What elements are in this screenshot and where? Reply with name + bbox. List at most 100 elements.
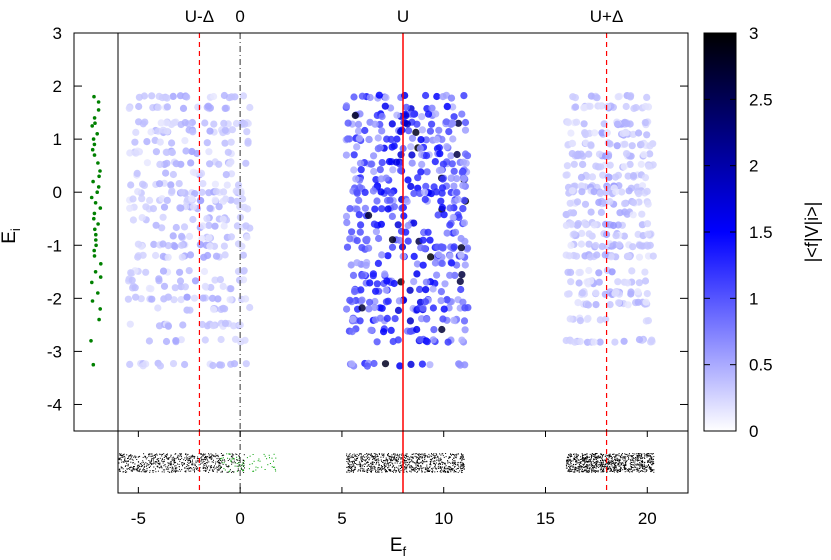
strip-point [120, 453, 122, 455]
strip-point [643, 463, 645, 465]
strip-point [237, 466, 239, 468]
data-point [212, 187, 220, 196]
strip-point [384, 460, 386, 462]
strip-point [371, 470, 372, 472]
strip-point [226, 465, 228, 467]
strip-point [360, 453, 362, 455]
strip-point [221, 467, 222, 468]
strip-point [211, 467, 212, 469]
strip-point [232, 456, 234, 458]
data-point [172, 160, 180, 168]
strip-point [636, 464, 638, 466]
strip-point [416, 453, 418, 455]
data-point [180, 223, 189, 231]
data-point [416, 144, 424, 152]
strip-point [390, 470, 392, 472]
strip-point [424, 469, 426, 470]
strip-point [627, 458, 629, 460]
strip-point [367, 461, 369, 463]
data-point [440, 305, 448, 313]
strip-point [246, 457, 248, 459]
strip-point [636, 455, 638, 457]
strip-point [159, 453, 161, 455]
x-tick-label: 0 [235, 509, 244, 528]
strip-point [568, 459, 570, 461]
data-point [646, 241, 654, 249]
data-point [156, 180, 164, 188]
strip-point [140, 464, 142, 465]
strip-point [203, 458, 205, 460]
strip-point [128, 455, 130, 457]
strip-point [637, 454, 639, 456]
strip-point [649, 467, 651, 469]
strip-point [177, 463, 178, 465]
data-point [575, 279, 583, 287]
data-point [576, 337, 584, 346]
data-point [159, 240, 167, 248]
strip-point [166, 454, 168, 456]
strip-point [202, 459, 204, 461]
strip-point [609, 455, 611, 457]
data-point [193, 149, 201, 158]
data-point [437, 197, 445, 205]
data-point [206, 160, 214, 168]
strip-point [441, 461, 443, 463]
strip-point [644, 469, 646, 471]
strip-point [358, 461, 360, 463]
data-point [622, 102, 630, 111]
strip-point [371, 466, 373, 468]
data-point [196, 196, 204, 205]
strip-point [405, 453, 407, 455]
strip-point [426, 464, 428, 466]
strip-point [452, 468, 454, 469]
strip-point [189, 468, 191, 470]
strip-point [569, 460, 571, 462]
strip-point [461, 458, 463, 460]
strip-point [578, 462, 580, 464]
strip-point [421, 469, 423, 471]
strip-point [203, 467, 205, 469]
data-point [357, 286, 365, 294]
strip-point [595, 463, 596, 465]
strip-point [134, 457, 136, 459]
data-point [629, 243, 637, 251]
data-point [152, 148, 160, 156]
strip-point [455, 457, 457, 459]
data-point [154, 103, 162, 111]
strip-point [439, 471, 441, 473]
reference-lines [198, 33, 608, 431]
strip-point [584, 454, 586, 456]
strip-point [461, 469, 463, 471]
strip-point [641, 460, 643, 462]
strip-point [195, 466, 197, 468]
strip-point [607, 468, 609, 470]
data-point [171, 242, 179, 251]
strip-point [220, 462, 222, 464]
data-point [408, 151, 416, 159]
strip-point [412, 467, 414, 469]
strip-point [450, 467, 452, 469]
data-point [124, 295, 132, 303]
data-point [430, 326, 438, 334]
data-point [178, 232, 186, 240]
data-point [439, 315, 447, 323]
strip-point [589, 465, 591, 467]
strip-point [444, 470, 445, 471]
strip-point [228, 465, 230, 467]
strip-point [454, 466, 455, 468]
data-point [408, 134, 417, 142]
strip-point [151, 459, 153, 461]
strip-point [598, 455, 600, 457]
strip-point [375, 459, 377, 461]
strip-point [203, 467, 204, 469]
strip-point [196, 458, 198, 460]
strip-point [205, 470, 207, 472]
strip-point [455, 462, 457, 464]
strip-point [405, 463, 407, 465]
strip-point [612, 460, 614, 462]
strip-point [583, 463, 585, 465]
strip-point [383, 454, 384, 456]
strip-point [409, 465, 411, 467]
strip-point [583, 459, 585, 461]
strip-point [375, 463, 377, 465]
